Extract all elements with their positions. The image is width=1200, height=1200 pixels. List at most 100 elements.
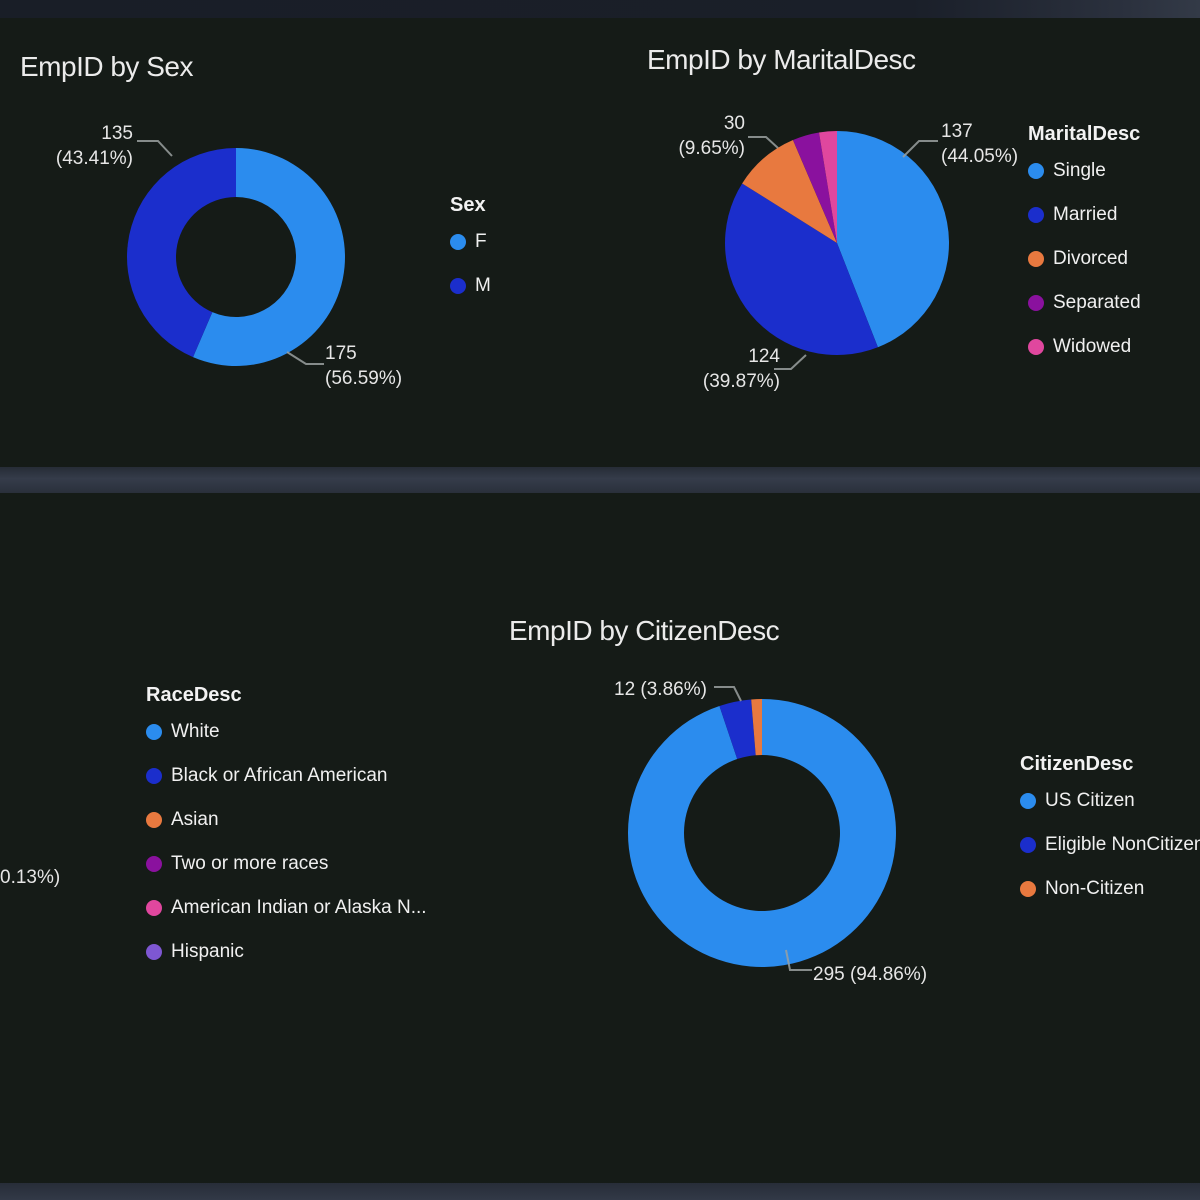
citizen-chart-title: EmpID by CitizenDesc: [509, 615, 780, 646]
pie-slice-citizen-eligible-noncitizen[interactable]: [719, 699, 756, 760]
sex-legend-label-m: M: [475, 275, 491, 296]
top-window-strip: [0, 0, 1200, 18]
marital-callout-married-percent: (39.87%): [702, 371, 780, 392]
sex-callout-f-percent: (56.59%): [325, 368, 403, 389]
marital-legend-label-widowed: Widowed: [1053, 336, 1132, 357]
marital-legend-swatch-married: [1028, 207, 1044, 223]
citizen-legend-item-eligible-noncitizen[interactable]: Eligible NonCitizen: [1020, 833, 1200, 857]
marital-legend-swatch-separated: [1028, 295, 1044, 311]
marital-pie-chart[interactable]: [725, 131, 950, 355]
race-callout-white-fragment: 0.13%): [0, 865, 60, 890]
sex-callout-f-value: 175: [325, 343, 357, 364]
citizen-donut-chart[interactable]: [627, 699, 896, 967]
pie-slice-marital-widowed[interactable]: [818, 131, 837, 243]
marital-callout-divorced: 30 (9.65%): [645, 111, 745, 161]
citizen-callout-eligible: 12 (3.86%): [614, 677, 707, 702]
citizen-callout-us: 295 (94.86%): [813, 962, 927, 987]
connector-citizen-eligible: [714, 686, 742, 702]
marital-callout-single-value: 137: [941, 121, 973, 142]
race-callout-white-fragment-text: 0.13%): [0, 867, 61, 888]
sex-legend-swatch-f: [450, 234, 466, 250]
marital-callout-divorced-percent: (9.65%): [678, 138, 745, 159]
marital-legend-item-married[interactable]: Married: [1028, 203, 1141, 227]
race-legend-item-american-indian[interactable]: American Indian or Alaska N...: [146, 896, 427, 920]
marital-legend-title: MaritalDesc: [1028, 123, 1141, 145]
sex-callout-f: 175 (56.59%): [325, 341, 402, 391]
pie-slice-sex-m[interactable]: [126, 148, 236, 358]
pie-slice-marital-married[interactable]: [725, 183, 878, 355]
marital-legend-swatch-divorced: [1028, 251, 1044, 267]
marital-legend-label-single: Single: [1053, 160, 1106, 181]
race-legend-label-black-or-african-american: Black or African American: [171, 765, 388, 786]
race-legend-label-american-indian: American Indian or Alaska N...: [171, 897, 427, 918]
pie-slice-citizen-us-citizen[interactable]: [627, 699, 896, 967]
pie-slice-marital-divorced[interactable]: [742, 140, 837, 243]
marital-legend-label-divorced: Divorced: [1053, 248, 1128, 269]
sex-chart-title: EmpID by Sex: [20, 51, 193, 82]
tile-divider-strip: [0, 467, 1200, 493]
race-legend-label-hispanic: Hispanic: [171, 941, 244, 962]
race-legend-swatch-asian: [146, 812, 162, 828]
race-legend-label-two-or-more-races: Two or more races: [171, 853, 329, 874]
connector-marital-divorced: [748, 136, 779, 149]
citizen-legend-title: CitizenDesc: [1020, 753, 1134, 775]
race-legend-swatch-two-or-more-races: [146, 856, 162, 872]
citizen-legend-label-us-citizen: US Citizen: [1045, 790, 1135, 811]
pie-slice-citizen-non-citizen[interactable]: [751, 699, 762, 756]
race-legend-item-white[interactable]: White: [146, 720, 427, 744]
marital-legend-swatch-single: [1028, 163, 1044, 179]
race-legend-item-two-or-more-races[interactable]: Two or more races: [146, 852, 427, 876]
race-legend-label-asian: Asian: [171, 809, 219, 830]
sex-legend-label-f: F: [475, 231, 487, 252]
marital-callout-divorced-value: 30: [723, 113, 745, 134]
marital-legend-item-separated[interactable]: Separated: [1028, 291, 1141, 315]
marital-legend-item-divorced[interactable]: Divorced: [1028, 247, 1141, 271]
citizen-callout-eligible-label: 12 (3.86%): [614, 679, 707, 700]
race-legend-item-black-or-african-american[interactable]: Black or African American: [146, 764, 427, 788]
sex-callout-m-percent: (43.41%): [55, 148, 133, 169]
race-legend-swatch-white: [146, 724, 162, 740]
connector-marital-married: [774, 354, 807, 370]
pie-slice-marital-single[interactable]: [837, 131, 950, 348]
marital-legend-label-married: Married: [1053, 204, 1118, 225]
sex-legend-item-m[interactable]: M: [450, 274, 491, 298]
race-legend-label-white: White: [171, 721, 220, 742]
race-legend-swatch-american-indian: [146, 900, 162, 916]
connector-sex-m: [137, 140, 173, 157]
citizen-legend-item-us-citizen[interactable]: US Citizen: [1020, 789, 1200, 813]
marital-callout-single: 137 (44.05%): [941, 119, 1018, 169]
citizen-callout-us-label: 295 (94.86%): [813, 964, 928, 985]
citizen-legend-label-non-citizen: Non-Citizen: [1045, 878, 1145, 899]
sex-legend-swatch-m: [450, 278, 466, 294]
marital-callout-married-value: 124: [748, 346, 780, 367]
race-legend-item-asian[interactable]: Asian: [146, 808, 427, 832]
bottom-window-strip: [0, 1183, 1200, 1200]
connector-sex-f: [286, 351, 324, 365]
marital-legend-swatch-widowed: [1028, 339, 1044, 355]
race-legend: RaceDesc White Black or African American…: [146, 684, 427, 984]
marital-chart-title: EmpID by MaritalDesc: [647, 44, 916, 75]
marital-legend-item-single[interactable]: Single: [1028, 159, 1141, 183]
citizen-legend-swatch-us-citizen: [1020, 793, 1036, 809]
sex-legend-title: Sex: [450, 194, 486, 216]
citizen-legend: CitizenDesc US Citizen Eligible NonCitiz…: [1020, 753, 1200, 921]
callout-connectors: [137, 136, 938, 971]
marital-legend: MaritalDesc Single Married Divorced Sepa…: [1028, 123, 1141, 379]
marital-legend-label-separated: Separated: [1053, 292, 1141, 313]
marital-callout-single-percent: (44.05%): [941, 146, 1019, 167]
connector-citizen-us: [785, 949, 812, 971]
citizen-legend-swatch-non-citizen: [1020, 881, 1036, 897]
sex-legend-item-f[interactable]: F: [450, 230, 491, 254]
connector-marital-single: [902, 140, 938, 158]
sex-donut-chart[interactable]: [126, 148, 345, 366]
sex-legend: Sex F M: [450, 194, 491, 318]
sex-callout-m: 135 (43.41%): [30, 121, 133, 171]
race-legend-item-hispanic[interactable]: Hispanic: [146, 940, 427, 964]
citizen-legend-swatch-eligible-noncitizen: [1020, 837, 1036, 853]
pie-slice-marital-separated[interactable]: [792, 132, 837, 243]
pie-slice-sex-f[interactable]: [193, 148, 345, 366]
citizen-legend-item-non-citizen[interactable]: Non-Citizen: [1020, 877, 1200, 901]
race-legend-swatch-black-or-african-american: [146, 768, 162, 784]
marital-legend-item-widowed[interactable]: Widowed: [1028, 335, 1141, 359]
